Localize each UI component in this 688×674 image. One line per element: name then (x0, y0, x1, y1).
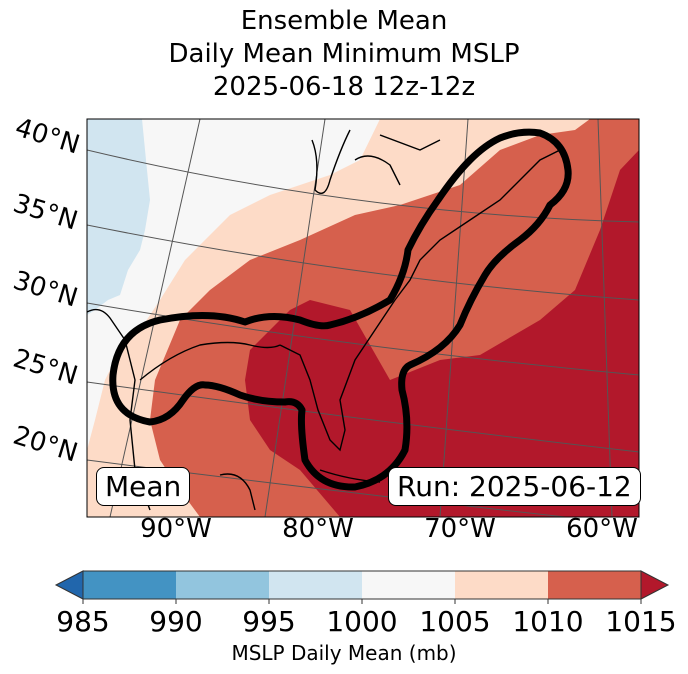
colorbar-segment-1000-1005 (362, 571, 455, 599)
title-line-1: Ensemble Mean (240, 6, 448, 36)
colorbar-tick-995: 995 (242, 605, 296, 638)
colorbar-tick-1010: 1010 (512, 605, 584, 638)
colorbar-segment-995-1000 (269, 571, 362, 599)
annotation-mean: Mean (96, 467, 191, 506)
lon-label-80w: 80°W (282, 514, 354, 544)
colorbar-segment-1005-1010 (455, 571, 548, 599)
colorbar-segment-1010-1015 (548, 571, 641, 599)
title-line-2: Daily Mean Minimum MSLP (168, 39, 520, 69)
coastlines (87, 129, 561, 511)
colorbar-label: MSLP Daily Mean (mb) (231, 641, 457, 665)
colorbar-tick-990: 990 (149, 605, 203, 638)
colorbar-tick-1005: 1005 (419, 605, 491, 638)
annotation-run-date: Run: 2025-06-12 (388, 467, 641, 506)
lon-label-90w: 90°W (140, 514, 212, 544)
lon-label-60w: 60°W (566, 514, 638, 544)
lon-label-70w: 70°W (424, 514, 496, 544)
colorbar-tick-1015: 1015 (605, 605, 677, 638)
colorbar-extend-high (640, 570, 670, 600)
map-frame (86, 118, 640, 518)
colorbar-segment-985-990 (83, 571, 176, 599)
map-area (87, 119, 639, 517)
colorbar-tick-985: 985 (56, 605, 110, 638)
low-pressure-contour (109, 128, 572, 491)
colorbar (54, 570, 670, 604)
region-995-1000 (87, 119, 150, 315)
colorbar-extend-low (54, 570, 84, 600)
colorbar-segment-990-995 (176, 571, 269, 599)
title-line-3: 2025-06-18 12z-12z (212, 72, 476, 102)
colorbar-tick-1000: 1000 (326, 605, 398, 638)
